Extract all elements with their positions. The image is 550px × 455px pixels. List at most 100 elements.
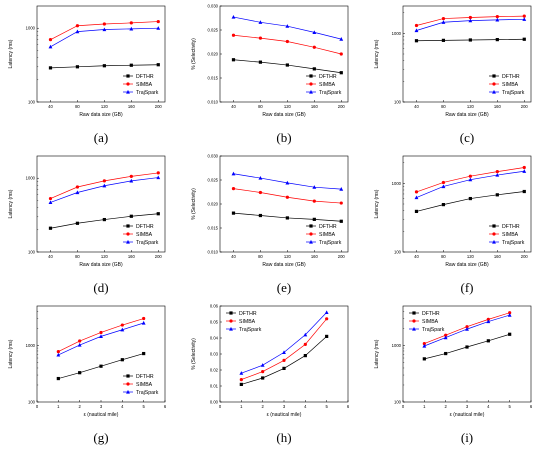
legend-marker (492, 89, 496, 94)
x-tick-label: 200 (521, 254, 529, 259)
data-point (441, 203, 446, 207)
data-point (129, 214, 133, 218)
x-tick-label: 40 (48, 104, 53, 109)
legend-entry: SIMBA (319, 232, 336, 238)
y-tick-label: 0.030 (208, 154, 219, 159)
data-point (231, 211, 236, 215)
y-tick-label: 0.025 (208, 178, 219, 183)
legend-marker (126, 374, 130, 378)
x-tick-label: 3 (466, 404, 469, 409)
data-point (56, 376, 60, 381)
legend-marker (309, 89, 313, 94)
data-point (260, 363, 265, 367)
data-point (507, 313, 512, 317)
y-tick-label: 0.025 (208, 28, 219, 33)
data-point (465, 327, 469, 331)
x-tick-label: 0 (36, 404, 39, 409)
data-point (156, 175, 161, 180)
legend-entry: SIMBA (502, 82, 519, 88)
x-axis-label: Raw data size (GB) (262, 112, 306, 118)
data-point (468, 18, 473, 23)
data-point (258, 176, 263, 180)
legend-entry: SIMBA (422, 319, 439, 325)
data-point (156, 212, 160, 216)
data-point (508, 311, 512, 315)
data-point (465, 345, 469, 349)
y-tick-label: 0.01 (210, 384, 219, 389)
y-tick-label: 1000 (392, 31, 402, 36)
data-point (312, 199, 316, 203)
data-point (522, 169, 527, 173)
legend-entry: DFTHR (136, 74, 154, 80)
data-point (522, 165, 526, 170)
x-tick-label: 160 (494, 104, 502, 109)
legend-marker (309, 232, 313, 236)
x-tick-label: 160 (494, 254, 502, 259)
data-point (75, 221, 80, 225)
data-point (303, 332, 308, 337)
legend-marker (492, 82, 496, 86)
chart-panel: 0 1 2 3 4 5 6 0.00 0.01 0.02 0.03 0.04 0.05 0.06 ε (na… (191, 304, 350, 446)
x-axis-label: ε (nautical mile) (84, 412, 119, 418)
chart-panel: 40 80 120 160 200 100 1000 Raw data size (GB) La… (374, 5, 532, 145)
legend-entry: TrajSpark (422, 327, 445, 333)
legend-entry: DFTHR (136, 374, 154, 380)
legend-marker (126, 82, 130, 86)
x-tick-label: 200 (155, 104, 163, 109)
data-point (465, 325, 469, 329)
x-tick-label: 160 (311, 104, 319, 109)
data-point (102, 27, 107, 32)
y-axis-label: Latency (ms) (8, 339, 14, 368)
data-point (77, 342, 82, 347)
data-point (56, 349, 60, 354)
data-point (239, 371, 244, 375)
data-point (120, 358, 124, 362)
y-tick-label: 0.015 (208, 76, 219, 81)
x-tick-label: 120 (284, 104, 292, 109)
data-point (48, 226, 53, 230)
legend-entry: TrajSpark (136, 240, 159, 246)
legend-marker (126, 239, 130, 244)
y-tick-label: 1000 (392, 343, 402, 348)
x-axis-label: ε (nautical mile) (450, 412, 485, 418)
x-tick-label: 5 (508, 404, 511, 409)
legend-entry: TrajSpark (319, 240, 342, 246)
data-point (486, 317, 490, 321)
x-tick-label: 4 (121, 404, 124, 409)
x-tick-label: 6 (530, 404, 533, 409)
panel-label: (f) (461, 280, 474, 295)
data-point (48, 196, 53, 201)
legend-entry: TrajSpark (136, 90, 159, 96)
x-axis-label: Raw data size (GB) (79, 112, 123, 118)
y-axis-label: % (Selectivity) (191, 338, 197, 370)
data-point (120, 323, 124, 327)
data-point (231, 33, 236, 37)
y-tick-label: 100 (28, 400, 36, 405)
data-point (129, 174, 133, 178)
x-tick-label: 200 (338, 104, 346, 109)
y-tick-label: 100 (394, 100, 402, 105)
legend-entry: SIMBA (136, 232, 153, 238)
legend-entry: SIMBA (239, 319, 256, 325)
data-point (156, 19, 160, 24)
x-tick-label: 80 (75, 104, 80, 109)
data-point (78, 339, 82, 343)
legend-entry: TrajSpark (239, 327, 262, 333)
data-point (75, 190, 80, 195)
data-point (468, 196, 472, 201)
y-axis-label: Latency (ms) (8, 189, 14, 218)
y-tick-label: 0.02 (210, 368, 219, 373)
data-point (75, 24, 80, 28)
data-point (239, 378, 243, 382)
y-tick-label: 1000 (26, 176, 36, 181)
y-tick-label: 100 (394, 250, 402, 255)
panel-label: (a) (94, 130, 108, 145)
data-point (282, 358, 286, 362)
data-point (258, 20, 263, 24)
data-point (231, 187, 236, 191)
legend-marker (412, 326, 416, 331)
data-point (48, 200, 53, 205)
data-point (285, 63, 289, 67)
y-axis-label: Latency (ms) (8, 39, 14, 68)
